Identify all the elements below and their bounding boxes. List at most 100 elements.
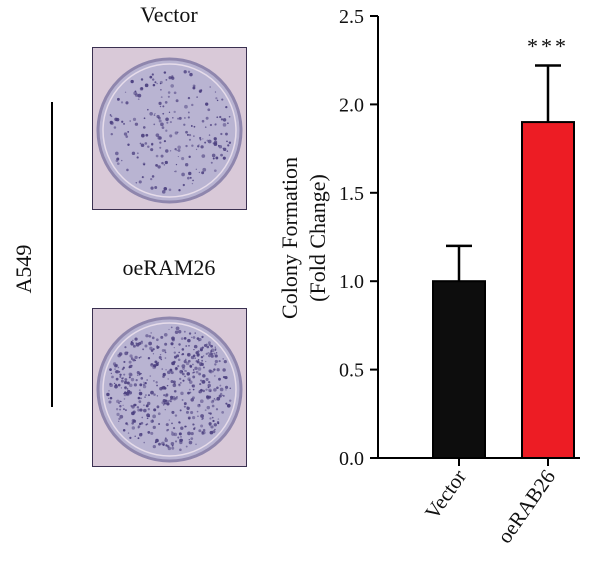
bar-vector <box>432 280 486 460</box>
colony-dot <box>199 138 202 141</box>
colony-dot <box>132 358 136 362</box>
colony-dot <box>190 398 194 402</box>
plate-vector-colonies <box>109 70 232 194</box>
colony-dot <box>216 421 220 424</box>
colony-dot <box>144 83 149 88</box>
colony-dot <box>130 404 133 408</box>
colony-dot <box>193 348 195 351</box>
colony-dot <box>188 332 192 335</box>
colony-dot <box>130 79 134 84</box>
plate-oeram26-colonies <box>106 326 232 452</box>
colony-dot <box>205 360 207 363</box>
colony-dot <box>124 380 128 385</box>
colony-dot <box>138 389 141 392</box>
colony-dot <box>144 382 147 385</box>
colony-dot <box>227 122 229 125</box>
colony-dot <box>187 431 191 436</box>
colony-dot <box>151 73 154 76</box>
colony-dot <box>161 161 164 165</box>
colony-dot <box>119 405 122 408</box>
colony-dot <box>116 157 120 161</box>
colony-dot <box>195 168 198 171</box>
colony-dot <box>177 330 182 334</box>
colony-dot <box>115 151 119 156</box>
colony-dot <box>200 424 204 428</box>
colony-dot <box>127 143 130 147</box>
colony-dot <box>183 123 186 126</box>
colony-dot <box>164 160 168 165</box>
colony-dot <box>199 399 204 403</box>
colony-dot <box>166 384 169 387</box>
colony-dot <box>108 390 110 392</box>
colony-dot <box>178 383 181 386</box>
colony-dot <box>133 91 138 96</box>
colony-dot <box>145 423 148 426</box>
colony-dot <box>123 132 128 136</box>
colony-dot <box>201 418 203 420</box>
colony-dot <box>188 380 193 384</box>
colony-dot <box>140 340 143 343</box>
colony-dot <box>126 381 130 385</box>
colony-dot <box>192 423 195 426</box>
colony-dot <box>193 125 196 128</box>
colony-dot <box>178 432 182 436</box>
colony-dot <box>220 132 223 136</box>
colony-dot <box>177 358 181 362</box>
colony-dot <box>197 415 199 417</box>
colony-dot <box>119 414 124 419</box>
colony-dot <box>220 153 223 157</box>
colony-dot <box>139 383 143 387</box>
colony-dot <box>149 111 153 116</box>
colony-dot <box>167 91 171 94</box>
colony-dot <box>163 186 168 191</box>
colony-dot <box>146 379 148 381</box>
colony-dot <box>120 379 124 383</box>
colony-dot <box>211 352 214 355</box>
colony-dot <box>108 397 110 399</box>
colony-dot <box>189 365 193 368</box>
colony-dot <box>160 335 164 339</box>
colony-dot <box>141 175 145 179</box>
colony-dot <box>166 400 170 403</box>
colony-dot <box>215 97 218 100</box>
colony-dot <box>138 342 142 346</box>
colony-dot <box>209 86 211 88</box>
colony-dot <box>178 116 182 120</box>
colony-dot <box>215 408 219 411</box>
colony-dot <box>189 176 192 179</box>
colony-dot <box>190 410 194 415</box>
colony-dot <box>218 377 221 381</box>
colony-dot <box>226 403 231 408</box>
colony-dot <box>216 368 220 372</box>
colony-dot <box>141 133 145 138</box>
colony-dot <box>184 370 186 372</box>
colony-dot <box>224 385 229 389</box>
colony-dot <box>181 157 185 161</box>
colony-dot <box>177 436 180 439</box>
colony-dot <box>178 343 181 346</box>
colony-dot <box>170 342 174 346</box>
colony-dot <box>186 372 190 376</box>
colony-dot <box>173 389 177 393</box>
colony-dot <box>121 159 123 162</box>
colony-dot <box>139 408 143 412</box>
colony-dot <box>173 432 178 437</box>
colony-dot <box>192 336 196 339</box>
colony-dot <box>128 383 133 388</box>
colony-dot <box>175 366 178 370</box>
colony-dot <box>208 343 211 346</box>
colony-dot <box>122 404 124 406</box>
colony-dot <box>190 437 194 441</box>
colony-dot <box>192 372 194 374</box>
colony-dot <box>203 366 205 369</box>
colony-dot <box>136 374 139 376</box>
colony-dot <box>130 341 134 346</box>
colony-dot <box>174 440 178 443</box>
colony-dot <box>219 392 223 395</box>
colony-dot <box>188 379 191 382</box>
colony-dot <box>213 137 217 141</box>
colony-dot <box>170 326 173 329</box>
colony-dot <box>213 368 216 371</box>
colony-dot <box>215 399 217 401</box>
colony-dot <box>151 78 155 81</box>
